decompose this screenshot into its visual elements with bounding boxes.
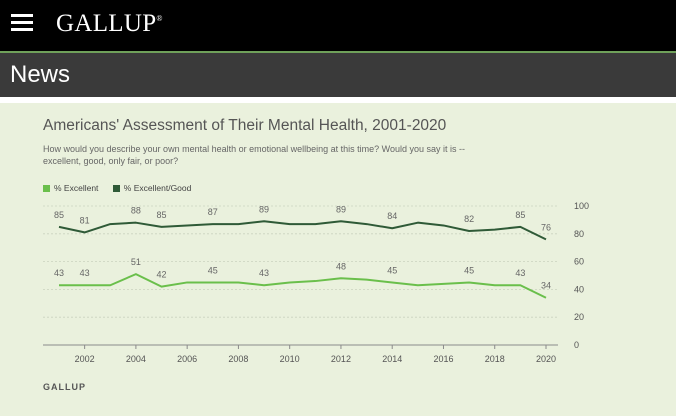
y-tick-label: 0 bbox=[574, 340, 579, 350]
data-label-excellent: 45 bbox=[208, 265, 218, 275]
y-tick-label: 80 bbox=[574, 229, 584, 239]
gallup-logo[interactable]: GALLUP® bbox=[56, 10, 163, 37]
x-tick-label: 2004 bbox=[126, 354, 146, 364]
data-label-excellent-good: 84 bbox=[387, 211, 397, 221]
data-label-excellent: 34 bbox=[541, 281, 551, 291]
hamburger-menu-icon[interactable] bbox=[11, 12, 33, 34]
chart-source: GALLUP bbox=[43, 382, 86, 392]
chart-title: Americans' Assessment of Their Mental He… bbox=[43, 117, 447, 134]
x-tick-label: 2016 bbox=[433, 354, 453, 364]
header-divider bbox=[0, 51, 676, 53]
x-tick-label: 2002 bbox=[75, 354, 95, 364]
series-line-excellent bbox=[59, 273, 547, 299]
y-tick-label: 40 bbox=[574, 284, 584, 294]
data-label-excellent-good: 81 bbox=[80, 215, 90, 225]
legend-swatch-excellent bbox=[43, 184, 50, 192]
data-label-excellent-good: 89 bbox=[259, 204, 269, 214]
chart-panel: Americans' Assessment of Their Mental He… bbox=[0, 103, 676, 416]
x-tick-label: 2006 bbox=[177, 354, 197, 364]
section-title: News bbox=[10, 61, 71, 88]
chart-legend: % Excellent % Excellent/Good bbox=[43, 183, 203, 194]
top-navigation-bar: GALLUP® bbox=[0, 0, 676, 51]
y-tick-label: 100 bbox=[574, 201, 589, 211]
data-label-excellent: 43 bbox=[54, 268, 64, 278]
series-line-excellent-good bbox=[58, 220, 547, 241]
y-tick-label: 20 bbox=[574, 312, 584, 322]
data-label-excellent-good: 82 bbox=[464, 214, 474, 224]
data-label-excellent: 51 bbox=[131, 257, 141, 267]
legend-label-excellent-good: % Excellent/Good bbox=[123, 183, 192, 193]
line-chart: 0 20 40 60 80 100 2002 2004 2006 2008 2010 2012 2014… bbox=[43, 201, 589, 364]
x-tick-label: 2008 bbox=[228, 354, 248, 364]
legend-item-excellent: % Excellent bbox=[43, 183, 98, 193]
legend-swatch-excellent-good bbox=[112, 184, 120, 192]
x-tick-label: 2012 bbox=[331, 354, 351, 364]
data-label-excellent-good: 85 bbox=[157, 210, 167, 220]
legend-label-excellent: % Excellent bbox=[54, 183, 99, 193]
data-label-excellent-good: 85 bbox=[54, 210, 64, 220]
data-label-excellent: 43 bbox=[259, 268, 269, 278]
data-label-excellent: 48 bbox=[336, 261, 346, 271]
chart-subtitle: How would you describe your own mental h… bbox=[43, 144, 466, 166]
y-tick-label: 60 bbox=[574, 257, 584, 267]
x-tick-label: 2010 bbox=[280, 354, 300, 364]
section-bar: News bbox=[0, 53, 676, 97]
data-label-excellent: 45 bbox=[387, 265, 397, 275]
data-label-excellent: 45 bbox=[464, 265, 474, 275]
data-label-excellent: 43 bbox=[515, 268, 525, 278]
x-tick-label: 2018 bbox=[485, 354, 505, 364]
data-label-excellent: 43 bbox=[80, 268, 90, 278]
data-label-excellent-good: 88 bbox=[131, 206, 141, 216]
data-label-excellent-good: 76 bbox=[541, 222, 551, 232]
x-tick-label: 2014 bbox=[382, 354, 402, 364]
data-label-excellent-good: 89 bbox=[336, 204, 346, 214]
legend-item-excellent-good: % Excellent/Good bbox=[112, 183, 192, 193]
data-label-excellent: 42 bbox=[157, 270, 167, 280]
data-label-excellent-good: 85 bbox=[515, 210, 525, 220]
data-label-excellent-good: 87 bbox=[208, 207, 218, 217]
x-tick-label: 2020 bbox=[536, 354, 556, 364]
